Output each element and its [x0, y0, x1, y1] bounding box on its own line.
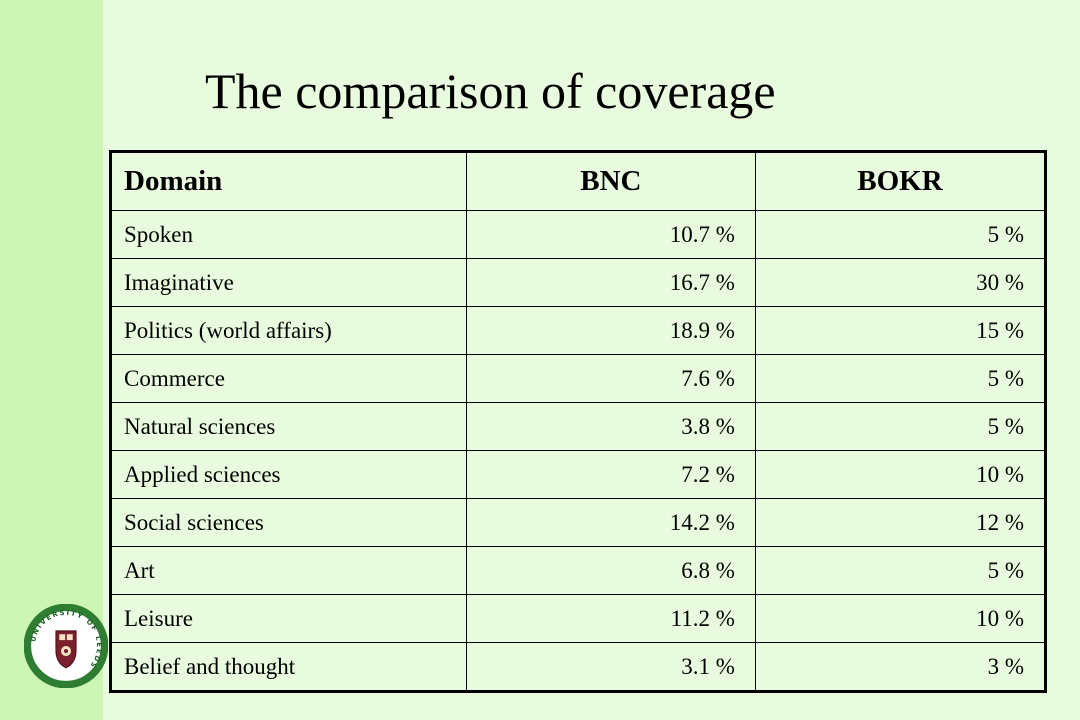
bnc-cell: 11.2 %	[465, 594, 756, 643]
logo-shield-square	[66, 634, 73, 641]
logo-shield-rose-center	[63, 648, 69, 654]
bokr-cell: 30 %	[754, 258, 1047, 307]
bnc-cell: 16.7 %	[465, 258, 756, 307]
domain-cell: Art	[110, 546, 467, 595]
table-row: Commerce 7.6 % 5 %	[110, 354, 1047, 403]
domain-cell: Politics (world affairs)	[110, 306, 467, 355]
bokr-cell: 5 %	[754, 354, 1047, 403]
header-bnc: BNC	[465, 151, 756, 211]
domain-cell: Social sciences	[110, 498, 467, 547]
bokr-cell: 10 %	[754, 450, 1047, 499]
bokr-cell: 15 %	[754, 306, 1047, 355]
table-row: Social sciences 14.2 % 12 %	[110, 498, 1047, 547]
slide-title: The comparison of coverage	[205, 63, 776, 119]
bokr-cell: 3 %	[754, 642, 1047, 692]
header-bokr: BOKR	[754, 151, 1047, 211]
bnc-cell: 3.1 %	[465, 642, 756, 692]
domain-cell: Commerce	[110, 354, 467, 403]
table-row: Natural sciences 3.8 % 5 %	[110, 402, 1047, 451]
domain-cell: Spoken	[110, 210, 467, 259]
header-domain: Domain	[110, 151, 467, 211]
left-sidebar-band	[0, 0, 103, 720]
domain-cell: Leisure	[110, 594, 467, 643]
bnc-cell: 10.7 %	[465, 210, 756, 259]
bokr-cell: 5 %	[754, 210, 1047, 259]
bnc-cell: 7.6 %	[465, 354, 756, 403]
bnc-cell: 3.8 %	[465, 402, 756, 451]
table-row: Art 6.8 % 5 %	[110, 546, 1047, 595]
logo-ring	[24, 604, 108, 688]
bokr-cell: 10 %	[754, 594, 1047, 643]
table-header-row: Domain BNC BOKR	[110, 151, 1047, 211]
bnc-cell: 18.9 %	[465, 306, 756, 355]
table-row: Spoken 10.7 % 5 %	[110, 210, 1047, 259]
domain-cell: Natural sciences	[110, 402, 467, 451]
bnc-cell: 14.2 %	[465, 498, 756, 547]
coverage-table: Domain BNC BOKR Spoken 10.7 % 5 % Imagin…	[109, 150, 1047, 693]
table-row: Leisure 11.2 % 10 %	[110, 594, 1047, 643]
bokr-cell: 5 %	[754, 546, 1047, 595]
bnc-cell: 7.2 %	[465, 450, 756, 499]
domain-cell: Belief and thought	[110, 642, 467, 692]
table-row: Imaginative 16.7 % 30 %	[110, 258, 1047, 307]
domain-cell: Applied sciences	[110, 450, 467, 499]
table-row: Applied sciences 7.2 % 10 %	[110, 450, 1047, 499]
logo-shield-square	[59, 634, 66, 641]
bokr-cell: 12 %	[754, 498, 1047, 547]
bnc-cell: 6.8 %	[465, 546, 756, 595]
domain-cell: Imaginative	[110, 258, 467, 307]
bokr-cell: 5 %	[754, 402, 1047, 451]
table-row: Politics (world affairs) 18.9 % 15 %	[110, 306, 1047, 355]
table-row: Belief and thought 3.1 % 3 %	[110, 642, 1047, 692]
university-of-leeds-logo: UNIVERSITY OF LEEDS	[24, 604, 108, 688]
